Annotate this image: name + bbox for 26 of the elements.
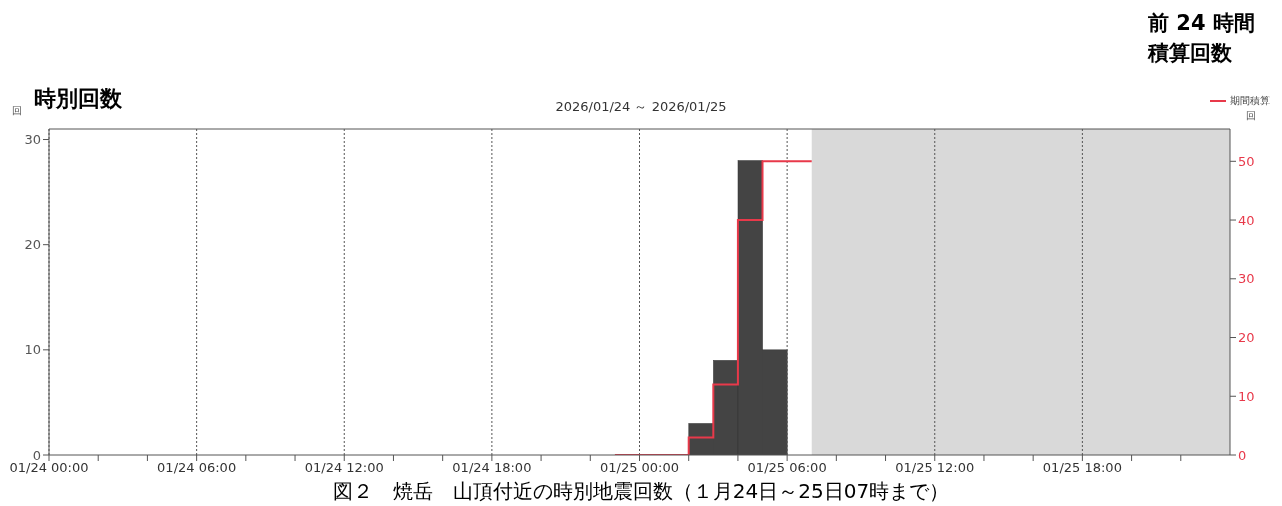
y-tick-label: 30 <box>24 132 41 148</box>
x-tick-label: 01/24 06:00 <box>157 460 237 476</box>
y2-tick-label: 20 <box>1238 330 1255 346</box>
y-tick-label: 20 <box>24 237 41 253</box>
y2-axis-title: 回 <box>1246 109 1256 123</box>
x-tick-label: 01/25 12:00 <box>895 460 975 476</box>
text: 積算回数 <box>1148 40 1233 67</box>
text: 前 24 時間 <box>1148 10 1255 37</box>
caption: 図２ 焼岳 山頂付近の時別地震回数（１月24日～25日07時まで） <box>331 478 951 505</box>
x-tick-label: 01/24 12:00 <box>304 460 384 476</box>
x-tick-label: 01/25 06:00 <box>747 460 827 476</box>
x-tick-label: 01/25 18:00 <box>1042 460 1122 476</box>
x-tick-label: 01/25 00:00 <box>599 460 680 476</box>
x-tick-label: 01/24 18:00 <box>452 460 532 476</box>
legend-label: 期間積算 <box>1230 94 1270 108</box>
y2-tick-label: 30 <box>1238 271 1255 287</box>
y2-tick-label: 0 <box>1238 447 1247 463</box>
y-tick-label: 0 <box>32 447 41 463</box>
y2-tick-label: 50 <box>1238 153 1255 169</box>
text: 時別回数 <box>34 85 122 113</box>
chart-title: 2026/01/24 ～ 2026/01/25 <box>555 99 727 114</box>
y-tick-label: 10 <box>24 342 41 358</box>
x-tick-label: 01/24 00:00 <box>9 460 89 476</box>
y2-tick-label: 40 <box>1238 212 1255 228</box>
y2-tick-label: 10 <box>1238 388 1255 404</box>
y-axis-title: 回 <box>12 104 22 118</box>
